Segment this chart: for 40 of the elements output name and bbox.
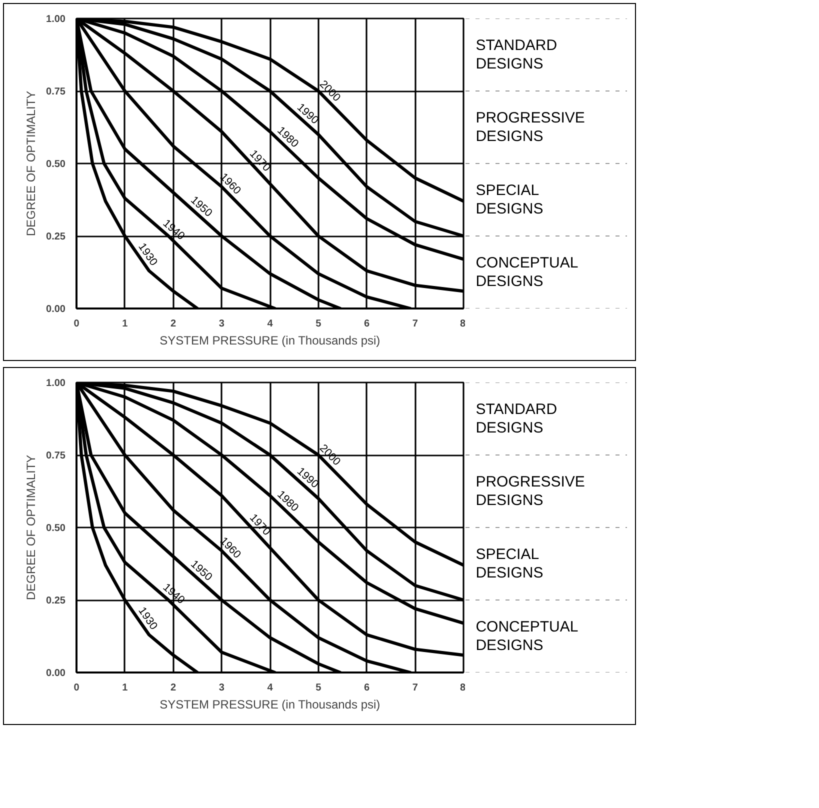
x-axis-title: SYSTEM PRESSURE (in Thousands psi)	[160, 698, 380, 712]
y-tick-label: 1.00	[46, 14, 66, 25]
x-tick-label: 1	[122, 682, 128, 694]
x-tick-label: 7	[412, 318, 418, 330]
y-tick-label: 0.50	[46, 523, 66, 534]
x-tick-label: 3	[218, 682, 225, 694]
x-tick-label: 8	[460, 682, 466, 694]
y-tick-label: 0.25	[46, 596, 66, 606]
text: CONCEPTUAL DESIGNS	[476, 618, 578, 654]
text: PROGRESSIVE DESIGNS	[476, 473, 585, 510]
x-tick-label: 2	[170, 318, 176, 330]
x-tick-label: 7	[412, 682, 418, 694]
text: SPECIAL DESIGNS	[476, 546, 544, 582]
x-tick-label: 1	[122, 318, 128, 330]
y-tick-label: 0.75	[46, 450, 66, 462]
text: SPECIAL DESIGNS	[476, 182, 544, 218]
y-tick-label: 0.00	[46, 304, 66, 315]
text: STANDARD DESIGNS	[476, 36, 558, 73]
x-tick-label: 8	[460, 318, 466, 330]
x-tick-label: 5	[316, 682, 322, 694]
y-tick-label: 0.50	[46, 159, 66, 170]
x-tick-label: 5	[316, 318, 322, 330]
y-tick-label: 0.75	[46, 86, 66, 98]
y-axis-title: DEGREE OF OPTIMALITY	[24, 90, 38, 236]
x-tick-label: 3	[218, 318, 225, 330]
text: STANDARD DESIGNS	[476, 400, 558, 437]
x-tick-label: 0	[74, 318, 80, 330]
x-tick-label: 0	[74, 682, 80, 694]
y-tick-label: 0.25	[46, 232, 66, 242]
text: PROGRESSIVE DESIGNS	[476, 109, 585, 146]
text: CONCEPTUAL DESIGNS	[476, 254, 578, 290]
y-tick-label: 1.00	[46, 378, 66, 389]
x-tick-label: 2	[170, 682, 176, 694]
x-tick-label: 4	[267, 682, 274, 694]
x-axis-title: SYSTEM PRESSURE (in Thousands psi)	[160, 334, 380, 348]
x-tick-label: 6	[364, 318, 370, 330]
y-axis-title: DEGREE OF OPTIMALITY	[24, 454, 38, 600]
x-tick-label: 6	[364, 682, 370, 694]
y-tick-label: 0.00	[46, 668, 66, 679]
x-tick-label: 4	[267, 318, 274, 330]
